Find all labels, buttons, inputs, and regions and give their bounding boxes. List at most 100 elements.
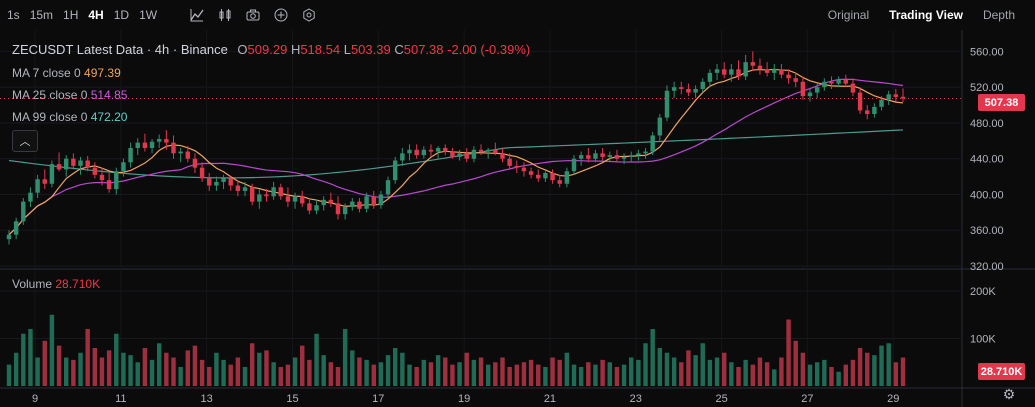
volume-bar [643, 343, 648, 386]
timeframe-1w[interactable]: 1W [139, 8, 158, 22]
volume-bar [92, 348, 98, 386]
volume-bar [886, 343, 891, 386]
timeframe-1d[interactable]: 1D [113, 8, 130, 22]
volume-bar [478, 357, 484, 386]
candle-body [514, 165, 520, 168]
candle-body [6, 234, 12, 240]
volume-bar [214, 352, 219, 386]
settings-hex-icon[interactable] [298, 4, 320, 26]
candle-type-icon[interactable] [214, 4, 236, 26]
candle-body [793, 78, 798, 82]
volume-bar [207, 367, 212, 386]
candle-body [607, 155, 612, 157]
volume-bar [63, 357, 69, 386]
volume-bar [528, 359, 534, 386]
volume-bar [350, 350, 355, 386]
ma7-value: 497.39 [84, 66, 121, 80]
candle-body [207, 178, 212, 186]
candle-body [171, 142, 176, 154]
volume-bar [21, 333, 26, 386]
add-icon-glyph [274, 8, 288, 22]
volume-bar [164, 352, 169, 386]
candle-body [700, 81, 705, 89]
add-icon[interactable] [270, 4, 292, 26]
volume-bar [28, 329, 33, 386]
high-value: 518.54 [300, 42, 341, 57]
candle-body [278, 187, 283, 197]
timeframe-1h[interactable]: 1H [63, 8, 79, 22]
volume-bar [249, 343, 255, 386]
volume-bar [872, 355, 877, 386]
camera-icon[interactable] [242, 4, 264, 26]
volume-bar [199, 359, 205, 386]
candle-body [300, 196, 305, 204]
volume-bar [593, 364, 598, 386]
candle-body [886, 94, 891, 100]
tab-original[interactable]: Original [827, 8, 870, 22]
indicator-icon-glyph [190, 9, 204, 22]
timeframe-1s[interactable]: 1s [7, 8, 20, 22]
candle-body [636, 153, 641, 156]
tab-depth[interactable]: Depth [982, 8, 1015, 22]
volume-bar [664, 352, 670, 386]
candle-body [865, 110, 870, 114]
date-tick-label: 23 [630, 393, 642, 405]
volume-bar [392, 348, 398, 386]
indicator-icon[interactable] [186, 4, 208, 26]
legend-header: ZECUSDT Latest Data · 4h · Binance O509.… [12, 42, 530, 57]
volume-bar [629, 357, 634, 386]
candle-body [164, 139, 169, 143]
tab-trading-view[interactable]: Trading View [889, 8, 963, 22]
candle-body [657, 117, 663, 136]
volume-bar [786, 319, 791, 386]
open-value: 509.29 [247, 42, 288, 57]
volume-bar [135, 362, 140, 386]
candle-body [257, 194, 262, 202]
candle-body [857, 92, 863, 111]
settings-hex-icon-glyph [303, 8, 315, 22]
volume-bar [128, 355, 133, 386]
timeframe-15m[interactable]: 15m [29, 8, 54, 22]
volume-bar [750, 364, 756, 386]
volume-bar [857, 348, 863, 386]
candle-body [900, 96, 906, 99]
candle-body [35, 179, 40, 193]
volume-bar [600, 359, 605, 386]
volume-bar [707, 359, 713, 386]
candle-body [772, 69, 777, 73]
price-tick-label: 560.00 [970, 46, 1004, 58]
candle-body [292, 196, 298, 202]
candle-body [836, 80, 841, 84]
candle-body [764, 69, 770, 73]
last-volume-tag: 28.710K [978, 363, 1025, 380]
volume-bar [292, 357, 298, 386]
low-value: 503.39 [350, 42, 391, 57]
candle-body [185, 151, 191, 159]
volume-bar [371, 364, 376, 386]
ma7-line [8, 68, 904, 236]
volume-bar [514, 364, 520, 386]
date-tick-label: 17 [372, 393, 384, 405]
candle-body [56, 164, 62, 170]
volume-bar [435, 355, 441, 386]
volume-bar [700, 343, 705, 386]
volume-bar [822, 359, 827, 386]
ma99-legend: MA 99 close 0 472.20 [12, 110, 127, 124]
timeframe-4h[interactable]: 4H [88, 8, 104, 22]
candle-body [142, 142, 148, 148]
candle-body [428, 149, 434, 152]
volume-bar [764, 362, 770, 386]
date-tick-label: 19 [458, 393, 470, 405]
volume-bar [178, 367, 183, 386]
volume-bar [335, 367, 341, 386]
volume-bar [71, 359, 76, 386]
candle-body [843, 80, 849, 84]
price-tick-label: 360.00 [970, 225, 1004, 237]
volume-bar [99, 357, 105, 386]
volume-bar [879, 345, 884, 386]
gear-icon[interactable]: ⚙ [1002, 385, 1016, 402]
collapse-legend-button[interactable]: ︿ [12, 130, 38, 152]
price-tick-label: 480.00 [970, 118, 1004, 130]
volume-tick-label: 200K [970, 286, 996, 298]
ma25-legend: MA 25 close 0 514.85 [12, 88, 127, 102]
